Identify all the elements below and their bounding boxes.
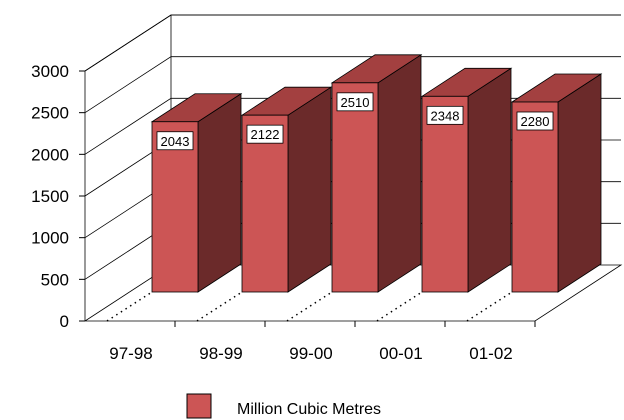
bar-side <box>197 93 242 293</box>
bar-side <box>377 54 422 293</box>
data-label: 2348 <box>431 108 460 123</box>
x-axis: 97-98 98-99 99-00 00-01 01-02 <box>109 321 536 363</box>
bar-front <box>241 114 289 293</box>
data-label: 2510 <box>341 95 370 110</box>
bar-side <box>287 86 332 293</box>
x-tick-label: 01-02 <box>469 344 512 363</box>
legend: Million Cubic Metres <box>186 393 381 419</box>
bars: 2043 2122 2510 2348 2280 <box>106 54 603 322</box>
x-tick-label: 98-99 <box>199 344 242 363</box>
x-tick-label: 99-00 <box>289 344 332 363</box>
data-label-box <box>156 131 194 151</box>
bar-side <box>557 73 602 293</box>
data-label: 2122 <box>251 127 280 142</box>
gridline <box>84 14 621 72</box>
data-label: 2280 <box>521 114 550 129</box>
floor-guide <box>466 291 513 322</box>
y-tick-label: 1000 <box>31 229 69 248</box>
y-tick-label: 3000 <box>31 62 69 81</box>
bar-front <box>421 95 469 293</box>
floor-guide <box>196 291 243 322</box>
y-tick-label: 1500 <box>31 187 69 206</box>
floor-guide <box>376 291 423 322</box>
y-tick-label: 2000 <box>31 145 69 164</box>
legend-swatch <box>186 393 212 419</box>
y-axis: 0 500 1000 1500 2000 2500 3000 <box>31 62 85 331</box>
gridline <box>84 56 621 114</box>
bar-front <box>331 82 379 293</box>
data-label: 2043 <box>161 134 190 149</box>
floor-guide <box>286 291 333 322</box>
data-label-box <box>426 105 464 125</box>
y-tick-label: 0 <box>60 312 69 331</box>
data-label-box <box>336 92 374 112</box>
data-label-box <box>246 124 284 144</box>
floor-guide <box>106 291 153 322</box>
bar-front <box>511 101 559 293</box>
y-tick-label: 500 <box>41 270 69 289</box>
x-tick-label: 97-98 <box>109 344 152 363</box>
legend-label: Million Cubic Metres <box>237 401 381 418</box>
y-tick-label: 2500 <box>31 104 69 123</box>
data-label-box <box>516 111 554 131</box>
bar-side <box>467 67 512 293</box>
floor-outline <box>83 264 623 322</box>
x-tick-label: 00-01 <box>379 344 422 363</box>
